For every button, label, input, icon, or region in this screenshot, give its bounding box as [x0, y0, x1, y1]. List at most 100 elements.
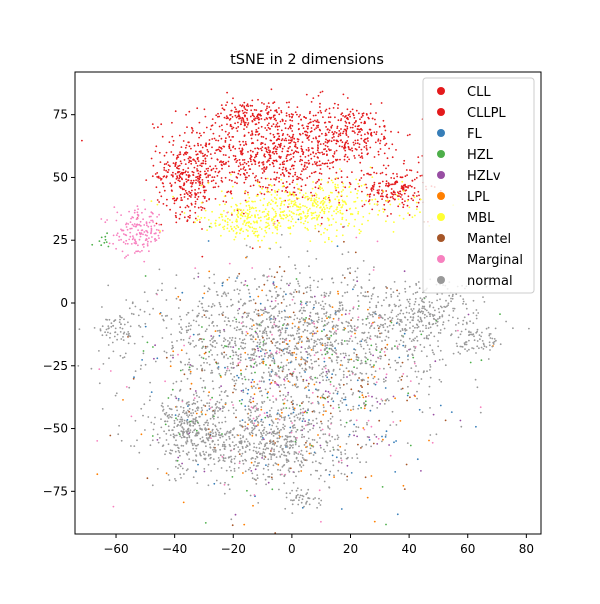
- point: [373, 266, 375, 269]
- point: [235, 110, 238, 113]
- point: [241, 447, 244, 449]
- point: [315, 417, 318, 420]
- point: [354, 142, 357, 145]
- point: [397, 131, 400, 134]
- point: [299, 453, 302, 455]
- point: [334, 347, 336, 350]
- point: [232, 97, 234, 100]
- point: [242, 389, 245, 392]
- point: [240, 369, 242, 372]
- point: [269, 321, 272, 324]
- point: [156, 203, 159, 206]
- point: [264, 155, 266, 158]
- point: [220, 390, 223, 393]
- point: [188, 190, 191, 193]
- point: [235, 443, 238, 446]
- point: [188, 161, 190, 164]
- point: [250, 299, 252, 302]
- point: [273, 196, 276, 199]
- point: [322, 199, 324, 202]
- point: [261, 172, 264, 174]
- point: [230, 339, 233, 342]
- point: [150, 225, 153, 228]
- point: [223, 210, 225, 212]
- point: [255, 355, 258, 357]
- point: [308, 366, 311, 368]
- point: [292, 444, 294, 446]
- point: [327, 294, 330, 297]
- point: [338, 368, 341, 371]
- point: [263, 170, 266, 173]
- point: [232, 428, 235, 431]
- point: [280, 173, 282, 176]
- point: [204, 351, 207, 354]
- point: [281, 350, 284, 353]
- point: [191, 189, 193, 192]
- point: [316, 441, 318, 444]
- point: [277, 143, 280, 146]
- point: [331, 124, 334, 127]
- point: [334, 340, 336, 343]
- point: [178, 175, 181, 178]
- point: [299, 177, 302, 180]
- point: [135, 224, 138, 226]
- point: [312, 124, 315, 127]
- point: [318, 489, 321, 492]
- point: [385, 190, 388, 192]
- point: [189, 364, 192, 366]
- point: [212, 179, 215, 182]
- point: [260, 420, 262, 423]
- point: [364, 133, 366, 136]
- point: [166, 314, 169, 317]
- point: [317, 230, 320, 233]
- point: [258, 184, 261, 187]
- point: [360, 407, 362, 409]
- point: [297, 218, 300, 221]
- point: [171, 341, 173, 344]
- point: [202, 357, 205, 360]
- point: [163, 154, 166, 157]
- point: [208, 139, 211, 141]
- point: [406, 442, 409, 444]
- series-lpl: [96, 246, 494, 526]
- point: [312, 217, 314, 219]
- point: [267, 475, 270, 478]
- point: [331, 397, 333, 400]
- point: [226, 221, 229, 224]
- point: [380, 398, 383, 401]
- point: [287, 352, 290, 355]
- point: [378, 125, 381, 128]
- point: [316, 161, 318, 164]
- point: [252, 417, 255, 420]
- point: [392, 421, 395, 423]
- point: [381, 399, 384, 402]
- point: [272, 395, 274, 397]
- point: [258, 165, 261, 167]
- point: [294, 325, 296, 328]
- point: [357, 443, 359, 446]
- point: [243, 284, 245, 287]
- point: [284, 444, 287, 446]
- point: [246, 123, 249, 126]
- point: [237, 212, 240, 215]
- point: [269, 127, 271, 130]
- point: [120, 238, 122, 241]
- point: [266, 276, 269, 278]
- point: [234, 455, 237, 458]
- point: [233, 380, 236, 382]
- point: [254, 410, 257, 413]
- point: [228, 171, 231, 174]
- point: [228, 156, 231, 159]
- point: [233, 111, 236, 113]
- point: [281, 161, 284, 164]
- point: [227, 133, 229, 136]
- point: [201, 146, 204, 149]
- point: [315, 460, 317, 463]
- point: [291, 116, 293, 119]
- point: [287, 334, 290, 337]
- point: [187, 171, 189, 174]
- point: [287, 414, 290, 417]
- point: [247, 378, 250, 381]
- point: [284, 316, 287, 318]
- point: [280, 361, 283, 364]
